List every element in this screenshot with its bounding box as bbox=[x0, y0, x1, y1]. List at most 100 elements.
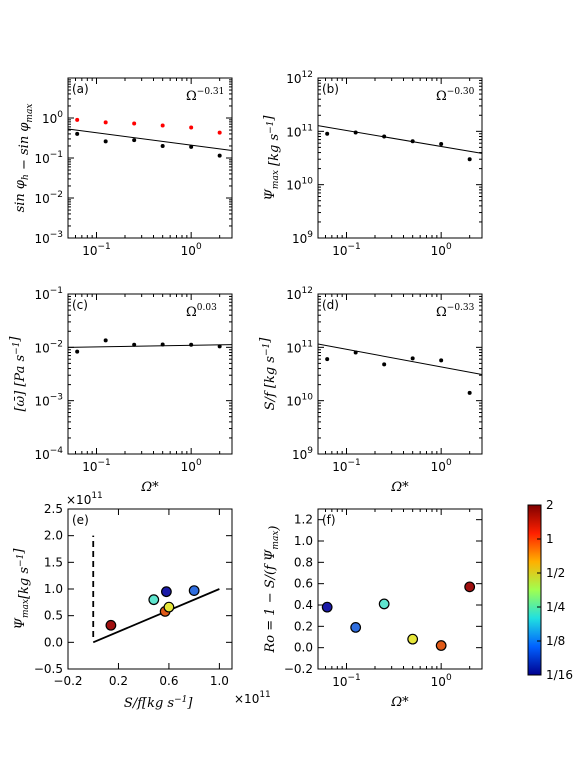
fit-exponent-label: Ω−0.33 bbox=[436, 303, 475, 320]
y-tick-label: 0.2 bbox=[294, 619, 313, 633]
data-point bbox=[160, 342, 165, 347]
data-point bbox=[325, 357, 330, 362]
data-point bbox=[103, 139, 108, 144]
y-tick-label: 10−3 bbox=[34, 393, 63, 409]
panel-label: (e) bbox=[72, 513, 89, 527]
data-point bbox=[75, 131, 80, 136]
data-point bbox=[189, 342, 194, 347]
data-point bbox=[163, 601, 175, 613]
axes-frame bbox=[67, 77, 233, 239]
axes-frame bbox=[317, 293, 483, 455]
colorbar-label: 1/2 bbox=[546, 566, 565, 580]
data-point bbox=[189, 125, 194, 130]
y-tick-label: 1011 bbox=[286, 123, 313, 139]
y-axis-label: sin φh − sin φmax bbox=[13, 104, 35, 213]
x-tick-label: 100 bbox=[431, 242, 452, 258]
fit-exponent-label: Ω0.03 bbox=[186, 303, 217, 320]
data-point bbox=[217, 130, 222, 135]
colorbar-label: 1/4 bbox=[546, 600, 565, 614]
fit-line bbox=[317, 343, 483, 375]
y-axis-label: Ψmax[kg s−1] bbox=[12, 548, 32, 630]
x-tick-label: 0.6 bbox=[159, 674, 178, 688]
x-tick-label: 0.2 bbox=[109, 674, 128, 688]
x-tick-label: 100 bbox=[181, 242, 202, 258]
x-tick-label: −0.2 bbox=[53, 674, 82, 688]
colorbar-label: 2 bbox=[546, 498, 554, 512]
colorbar-label: 1/16 bbox=[546, 668, 573, 682]
data-point bbox=[350, 622, 362, 633]
colorbar-label: 1/8 bbox=[546, 634, 565, 648]
x-tick-label: 100 bbox=[431, 673, 452, 689]
data-point bbox=[160, 586, 172, 598]
y-tick-label: 1012 bbox=[286, 70, 313, 86]
x-axis-label: Ω* bbox=[390, 480, 409, 495]
y-tick-label: 100 bbox=[42, 110, 63, 126]
data-point bbox=[75, 117, 80, 122]
y-tick-label: 10−1 bbox=[34, 150, 63, 166]
y-tick-label: 1010 bbox=[286, 177, 313, 193]
data-point bbox=[75, 349, 80, 354]
panel-label: (b) bbox=[322, 82, 339, 96]
data-point bbox=[439, 358, 444, 363]
y-tick-label: 2.0 bbox=[44, 529, 63, 543]
y-tick-label: 10−3 bbox=[34, 230, 63, 246]
panel-label: (f) bbox=[322, 513, 336, 527]
y-tick-label: 1.5 bbox=[44, 555, 63, 569]
x-tick-label: 10−1 bbox=[82, 242, 111, 258]
data-point bbox=[188, 585, 200, 596]
data-point bbox=[321, 601, 333, 613]
data-point bbox=[325, 131, 330, 136]
y-tick-label: 109 bbox=[292, 446, 313, 462]
y-axis-label: Ro = 1 − S/(f Ψmax) bbox=[263, 526, 282, 654]
data-point bbox=[378, 598, 390, 610]
data-point bbox=[467, 390, 472, 395]
data-point bbox=[353, 130, 358, 135]
data-point bbox=[435, 640, 447, 651]
data-point bbox=[382, 134, 387, 139]
data-point bbox=[160, 143, 165, 148]
panel-c: 10−1 100 10−4 10−3 10−2 10−1 (c) Ω0.03 Ω* [ω̄] [P… bbox=[8, 286, 233, 495]
data-point bbox=[132, 138, 137, 143]
axes-frame bbox=[67, 508, 233, 670]
y-tick-label: 0.6 bbox=[294, 577, 313, 591]
y-tick-label: 10−2 bbox=[34, 190, 63, 206]
data-point bbox=[217, 344, 222, 349]
data-point bbox=[132, 342, 137, 347]
y-tick-label: 0.8 bbox=[294, 555, 313, 569]
data-point bbox=[439, 141, 444, 146]
y-tick-label: 10−2 bbox=[34, 339, 63, 355]
y-tick-label: 1.2 bbox=[294, 513, 313, 527]
y-multiplier: ×1011 bbox=[66, 491, 103, 507]
panel-label: (d) bbox=[322, 298, 339, 312]
y-tick-label: −0.5 bbox=[34, 662, 63, 676]
data-point bbox=[103, 338, 108, 343]
data-point bbox=[160, 123, 165, 128]
panel-label: (c) bbox=[72, 298, 88, 312]
x-tick-label: 10−1 bbox=[332, 242, 361, 258]
reference-line bbox=[92, 588, 220, 644]
x-tick-label: 10−1 bbox=[82, 458, 111, 474]
data-point bbox=[464, 581, 476, 593]
y-tick-label: 1.0 bbox=[44, 582, 63, 596]
y-axis-label: S/f [kg s−1] bbox=[258, 337, 278, 411]
data-point bbox=[132, 121, 137, 126]
x-tick-label: 100 bbox=[431, 458, 452, 474]
panel-b: 10−1 100 109 1010 1011 1012 (b) Ω−0.30 Ψmax [kg … bbox=[262, 70, 483, 258]
panel-a: 10−1 100 10−3 10−2 10−1 100 (a) Ω−0.31 sin φh − … bbox=[13, 77, 233, 258]
panel-label: (a) bbox=[72, 82, 89, 96]
y-tick-label: 1.0 bbox=[294, 534, 313, 548]
fit-exponent-label: Ω−0.31 bbox=[186, 87, 224, 104]
axes-frame bbox=[67, 293, 233, 455]
data-point bbox=[410, 139, 415, 144]
y-tick-label: 0.4 bbox=[294, 598, 313, 612]
colorbar-label: 1 bbox=[546, 532, 554, 546]
x-tick-label: 10−1 bbox=[332, 673, 361, 689]
fit-line bbox=[317, 125, 483, 154]
x-multiplier: ×1011 bbox=[234, 690, 271, 706]
x-axis-label: S/f[kg s−1] bbox=[124, 695, 193, 711]
data-point bbox=[407, 633, 419, 645]
fit-line bbox=[67, 128, 233, 151]
y-tick-label: 1011 bbox=[286, 339, 313, 355]
y-tick-label: 0.0 bbox=[294, 641, 313, 655]
